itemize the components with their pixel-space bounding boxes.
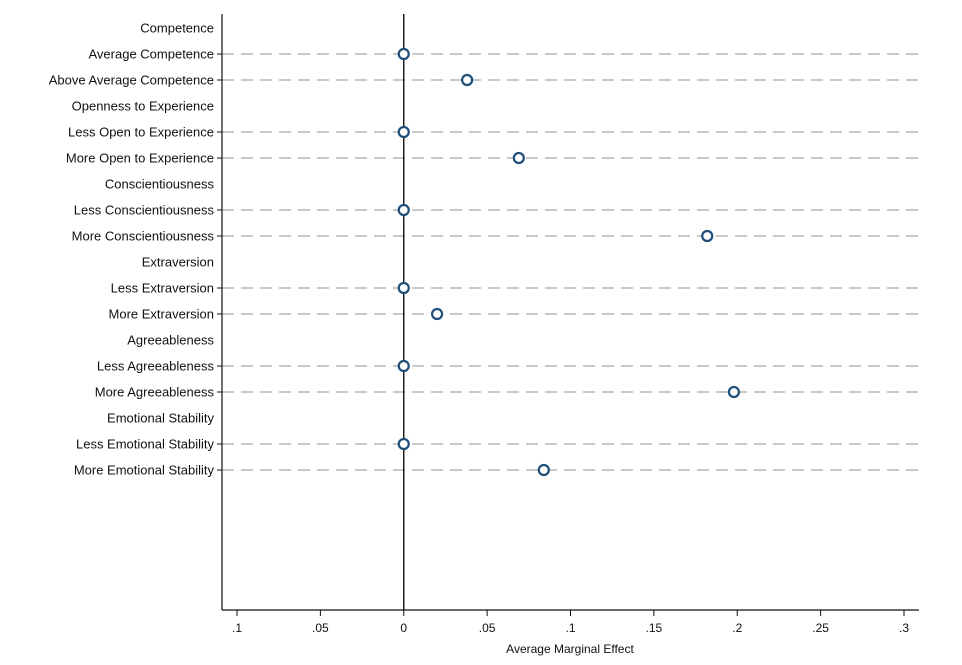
category-label: More Agreeableness [95, 385, 215, 400]
x-axis-ticks: .1 .05 0 .05 .1 .15 .2 .25 .3 [232, 610, 909, 635]
category-label: Average Competence [88, 47, 214, 62]
axes [217, 14, 919, 611]
data-point [512, 151, 525, 165]
data-point [431, 307, 444, 321]
data-point [727, 385, 741, 399]
x-tick-label: .1 [232, 621, 242, 635]
category-label: More Emotional Stability [74, 463, 215, 478]
group-header-label: Openness to Experience [72, 99, 214, 114]
data-point [397, 281, 410, 295]
category-label: Less Extraversion [111, 281, 214, 296]
group-header-label: Competence [140, 21, 214, 36]
x-tick-label: .15 [646, 621, 663, 635]
group-header-label: Agreeableness [127, 333, 214, 348]
data-point [397, 47, 410, 61]
category-label: Less Agreeableness [97, 359, 215, 374]
group-header-label: Extraversion [142, 255, 214, 270]
category-labels: Competence Average Competence Above Averag… [49, 21, 215, 478]
x-tick-label: .3 [899, 621, 909, 635]
category-label: Above Average Competence [49, 73, 214, 88]
category-label: Less Conscientiousness [74, 203, 215, 218]
category-label: Less Open to Experience [68, 125, 214, 140]
x-tick-label: .05 [312, 621, 329, 635]
data-point [397, 359, 410, 373]
data-point [461, 73, 474, 87]
category-label: More Extraversion [109, 307, 214, 322]
data-point [537, 463, 550, 477]
category-label: More Open to Experience [66, 151, 214, 166]
x-tick-label: .2 [732, 621, 742, 635]
data-points [397, 47, 741, 477]
data-point [397, 437, 410, 451]
data-point [397, 125, 410, 139]
x-tick-label: .1 [565, 621, 575, 635]
x-axis-title: Average Marginal Effect [506, 642, 634, 656]
category-label: Less Emotional Stability [76, 437, 215, 452]
grid-lines [222, 53, 919, 471]
x-tick-label: .05 [479, 621, 496, 635]
data-point [701, 229, 714, 243]
group-header-label: Emotional Stability [107, 411, 214, 426]
x-tick-label: 0 [400, 621, 407, 635]
category-label: More Conscientiousness [72, 229, 215, 244]
x-tick-label: .25 [812, 621, 829, 635]
data-point [397, 203, 410, 217]
group-header-label: Conscientiousness [105, 177, 215, 192]
